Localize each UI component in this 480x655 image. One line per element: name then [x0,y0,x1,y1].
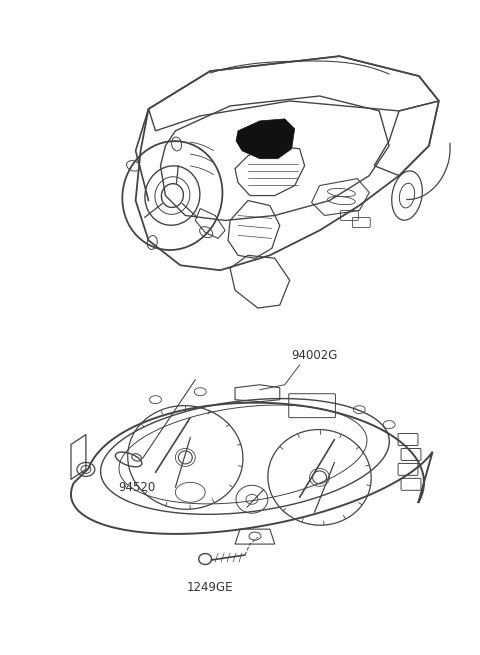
Polygon shape [236,119,295,159]
Text: 94520: 94520 [119,481,156,495]
Text: 94002G: 94002G [291,349,338,362]
Text: 1249GE: 1249GE [187,581,233,594]
